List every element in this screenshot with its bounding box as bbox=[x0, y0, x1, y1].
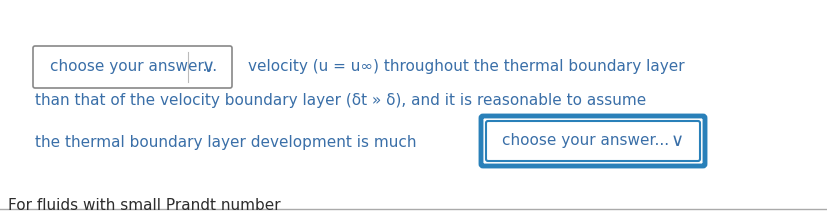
FancyBboxPatch shape bbox=[481, 116, 705, 166]
Text: choose your answer...: choose your answer... bbox=[502, 134, 669, 149]
Text: ∨: ∨ bbox=[202, 58, 214, 76]
FancyBboxPatch shape bbox=[486, 121, 700, 161]
Text: choose your answer...: choose your answer... bbox=[50, 60, 218, 75]
Text: For fluids with small Prandt number: For fluids with small Prandt number bbox=[8, 198, 280, 213]
Text: the thermal boundary layer development is much: the thermal boundary layer development i… bbox=[35, 135, 417, 150]
Text: than that of the velocity boundary layer (δt » δ), and it is reasonable to assum: than that of the velocity boundary layer… bbox=[35, 92, 646, 108]
Text: velocity (u = u∞) throughout the thermal boundary layer: velocity (u = u∞) throughout the thermal… bbox=[248, 60, 685, 75]
FancyBboxPatch shape bbox=[33, 46, 232, 88]
Text: ∨: ∨ bbox=[671, 132, 684, 150]
